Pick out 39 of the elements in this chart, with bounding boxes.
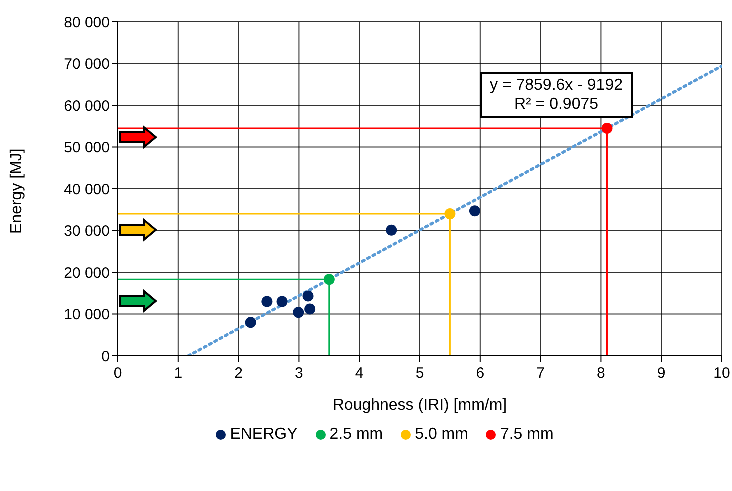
legend-label: ENERGY: [229, 426, 298, 444]
y-tick-label: 50 000: [64, 140, 110, 157]
y-tick-label: 20 000: [64, 264, 110, 282]
point: [602, 122, 613, 134]
annotation: y = 7859.6x - 9192: [490, 76, 623, 95]
y-tick-label: 10 000: [64, 306, 110, 324]
x-tick-label: 2: [234, 365, 243, 382]
x-axis-title: Roughness (IRI) [mm/m]: [332, 397, 508, 414]
point: [245, 317, 256, 328]
point: [293, 307, 304, 318]
y-tick-label: 40 000: [64, 181, 110, 198]
point: [262, 296, 273, 308]
legend-label: 7.5 mm: [499, 426, 554, 444]
point: [276, 296, 288, 308]
legend-label: 5.0 mm: [414, 426, 468, 444]
annotation: R² = 0.9075: [513, 95, 600, 114]
point: [469, 206, 480, 217]
x-tick-label: 0: [114, 365, 122, 382]
point: [386, 224, 398, 236]
x-tick-label: 7: [536, 365, 545, 382]
x-tick-label: 5: [416, 365, 424, 382]
y-tick-label: 30 000: [64, 223, 110, 240]
x-tick-label: 10: [714, 365, 730, 382]
y-axis-title: Energy [MJ]: [8, 148, 26, 234]
point: [304, 304, 316, 315]
x-tick-label: 9: [657, 365, 666, 382]
legend-label: 2.5 mm: [328, 426, 384, 444]
x-tick-label: 8: [597, 365, 606, 382]
x-tick-label: 1: [174, 365, 183, 382]
point: [324, 274, 335, 286]
y-tick-label: 60 000: [64, 98, 110, 115]
x-tick-label: 3: [295, 365, 304, 382]
x-tick-label: 6: [476, 365, 485, 382]
y-tick-label: 80 000: [64, 14, 110, 32]
y-tick-label: 70 000: [64, 56, 110, 74]
point: [302, 290, 314, 302]
x-tick-label: 4: [355, 365, 364, 382]
point: [444, 208, 456, 220]
y-tick-label: 0: [102, 348, 110, 366]
